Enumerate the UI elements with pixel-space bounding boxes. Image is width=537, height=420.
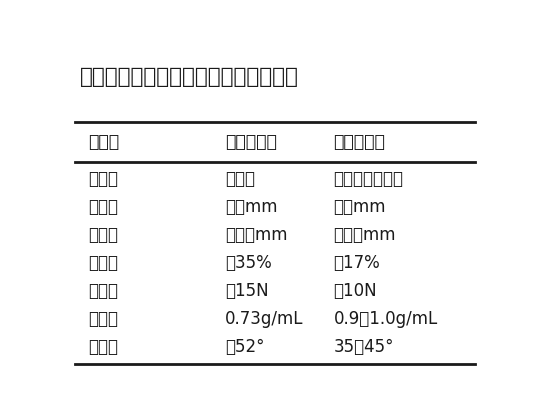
Text: 0.73g/mL: 0.73g/mL <box>226 310 304 328</box>
Text: 安息角: 安息角 <box>88 338 118 356</box>
Text: 直　径: 直 径 <box>88 198 118 216</box>
Text: 硬　度: 硬 度 <box>88 282 118 300</box>
Text: 約５mm: 約５mm <box>226 198 278 216</box>
Text: 含水率: 含水率 <box>88 254 118 272</box>
Text: 約15N: 約15N <box>226 282 269 300</box>
Text: 約52°: 約52° <box>226 338 265 356</box>
Text: 原　料: 原 料 <box>88 133 119 151</box>
Text: ５〜８mm: ５〜８mm <box>226 226 288 244</box>
Text: ３〜７mm: ３〜７mm <box>333 226 396 244</box>
Text: 円柱形（俵形）: 円柱形（俵形） <box>333 170 403 188</box>
Text: 0.9〜1.0g/mL: 0.9〜1.0g/mL <box>333 310 438 328</box>
Text: 比　重: 比 重 <box>88 310 118 328</box>
Text: 約４mm: 約４mm <box>333 198 386 216</box>
Text: 発酵鶏ふん: 発酵鶏ふん <box>333 133 386 151</box>
Text: 牛ふん堆肥: 牛ふん堆肥 <box>226 133 277 151</box>
Text: 約17%: 約17% <box>333 254 380 272</box>
Text: 長　さ: 長 さ <box>88 226 118 244</box>
Text: 35〜45°: 35〜45° <box>333 338 394 356</box>
Text: 約10N: 約10N <box>333 282 377 300</box>
Text: 円柱形: 円柱形 <box>226 170 255 188</box>
Text: 約35%: 約35% <box>226 254 272 272</box>
Text: 表１　粒状有機肥料の形状と物理特性: 表１ 粒状有機肥料の形状と物理特性 <box>79 66 299 87</box>
Text: 形　状: 形 状 <box>88 170 118 188</box>
